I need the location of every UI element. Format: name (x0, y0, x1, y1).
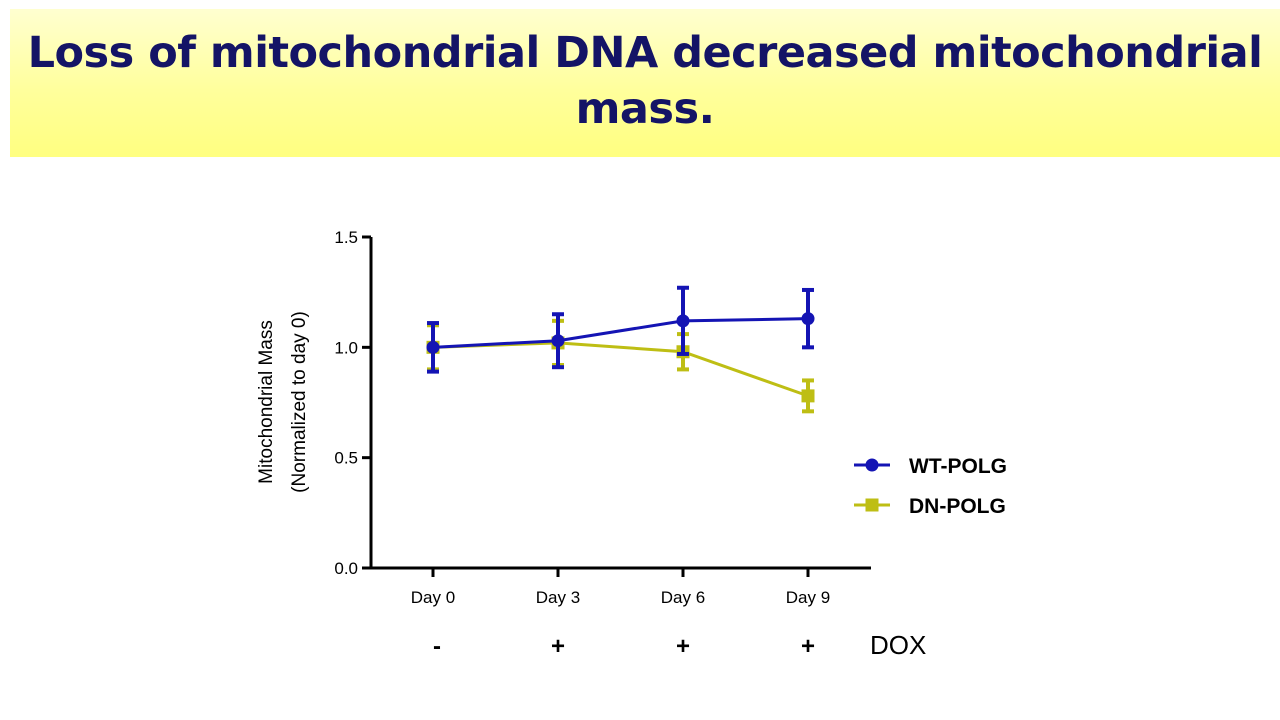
series-wt-polg (426, 285, 815, 374)
dox-sign: - (433, 633, 441, 660)
slide-title: Loss of mitochondrial DNA decreased mito… (27, 28, 1263, 134)
legend-label: DN-POLG (909, 495, 1006, 518)
dox-label: DOX (870, 630, 926, 660)
dox-sign: + (676, 633, 690, 660)
series-line (432, 341, 809, 398)
series-dn-polg (426, 318, 815, 414)
dox-sign: + (551, 633, 565, 660)
legend-swatch-marker (865, 458, 879, 472)
dox-sign: + (801, 633, 815, 660)
y-tick-label: 1.0 (334, 338, 358, 357)
x-tick-label: Day 6 (661, 588, 705, 607)
legend: WT-POLG DN-POLG (854, 455, 1007, 518)
y-axis-title: Mitochondrial Mass (Normalized to day 0) (256, 311, 310, 493)
data-point (426, 340, 440, 354)
x-tick-label: Day 0 (411, 588, 455, 607)
data-point (801, 312, 815, 326)
series-line (432, 317, 809, 349)
y-axis-title-line2: (Normalized to day 0) (289, 311, 310, 493)
data-point (801, 389, 815, 403)
legend-swatch-marker (865, 498, 879, 512)
y-tick-label: 1.5 (334, 228, 358, 247)
x-tick-label: Day 9 (786, 588, 830, 607)
data-point (551, 334, 565, 348)
x-tick-label: Day 3 (536, 588, 580, 607)
y-tick-label: 0.5 (334, 449, 358, 468)
title-banner: Loss of mitochondrial DNA decreased mito… (10, 9, 1280, 157)
legend-label: WT-POLG (909, 455, 1007, 478)
y-tick-label: 0.0 (334, 559, 358, 578)
data-point (676, 314, 690, 328)
y-axis-title-line1: Mitochondrial Mass (256, 320, 277, 484)
